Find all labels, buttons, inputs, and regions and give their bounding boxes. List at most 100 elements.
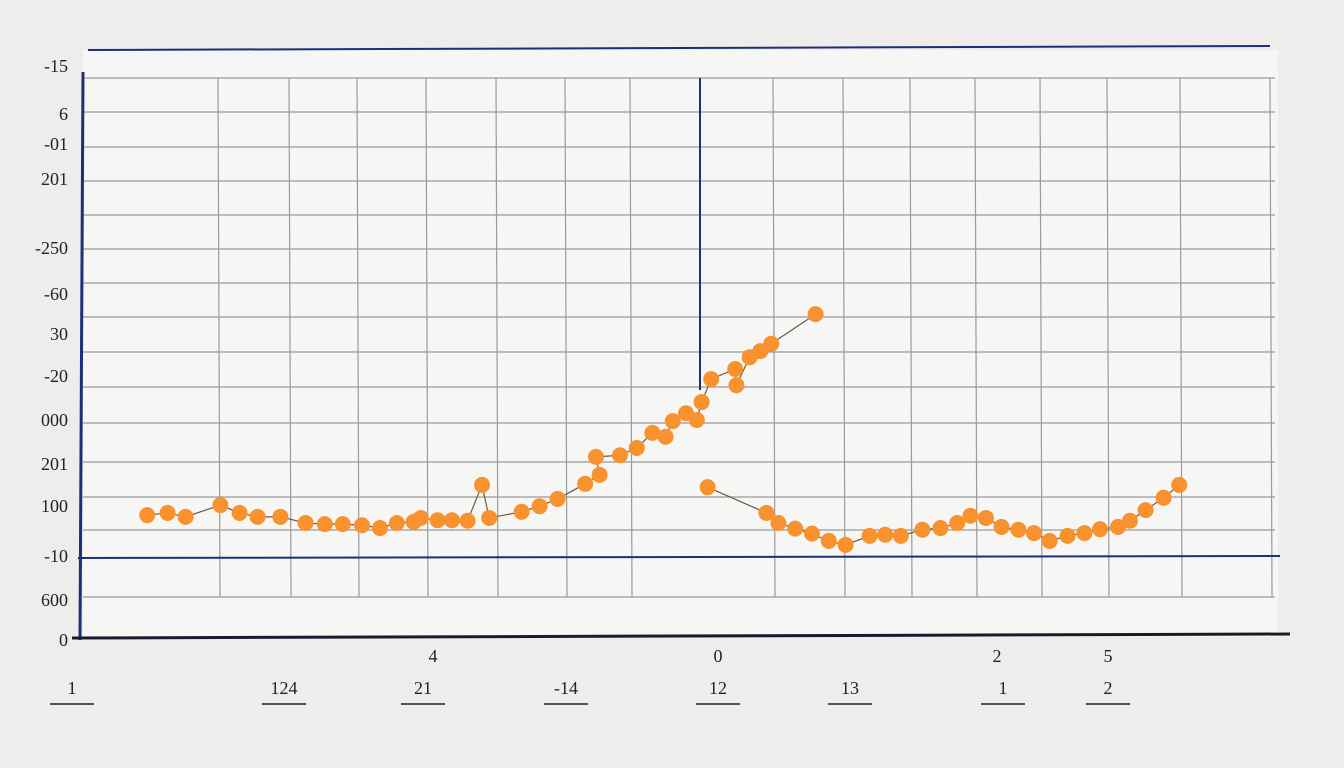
point xyxy=(1110,518,1126,535)
point xyxy=(688,411,705,428)
point xyxy=(763,335,780,352)
grid-line xyxy=(974,77,978,598)
point xyxy=(770,515,787,531)
point xyxy=(159,504,176,521)
x-mark: 5 xyxy=(1104,646,1113,666)
x-label: 12 xyxy=(709,678,727,698)
point xyxy=(703,371,720,388)
y-label: 100 xyxy=(41,496,68,516)
point xyxy=(914,521,931,538)
grid xyxy=(83,77,1275,598)
x-label: 1 xyxy=(68,678,77,698)
y-label: 0 xyxy=(59,630,68,650)
blue-line xyxy=(77,555,1281,559)
point xyxy=(513,503,530,520)
point xyxy=(591,466,608,483)
y-label: -15 xyxy=(44,56,68,76)
point xyxy=(231,504,248,521)
grid-line xyxy=(629,77,633,598)
grid-line xyxy=(1039,77,1043,598)
point xyxy=(1041,532,1058,549)
point xyxy=(481,509,498,526)
point xyxy=(978,509,994,526)
y-label: -60 xyxy=(44,284,68,304)
point xyxy=(804,525,820,542)
y-label: 30 xyxy=(50,324,68,344)
grid-line xyxy=(495,77,499,598)
point xyxy=(249,508,266,525)
x-axis xyxy=(71,632,1291,640)
grid-line xyxy=(1106,77,1110,598)
point xyxy=(1137,502,1154,519)
point xyxy=(644,424,661,441)
grid-line xyxy=(1269,77,1273,598)
point xyxy=(139,507,156,524)
grid-line xyxy=(564,77,568,598)
point xyxy=(612,447,628,464)
x-label: 1 xyxy=(999,678,1008,698)
x-label: 2 xyxy=(1104,678,1113,698)
point xyxy=(727,361,744,377)
point xyxy=(993,518,1010,535)
point xyxy=(664,413,681,430)
point xyxy=(657,428,674,445)
x-label: 21 xyxy=(414,678,432,698)
x-mark: 0 xyxy=(714,646,723,666)
y-label: -01 xyxy=(44,134,68,154)
point xyxy=(837,536,854,553)
point xyxy=(549,490,566,507)
y-label: -250 xyxy=(35,238,68,258)
y-label: 201 xyxy=(41,169,68,189)
point xyxy=(1010,521,1027,538)
x-label: 124 xyxy=(271,678,298,698)
point xyxy=(212,497,229,514)
grid-line xyxy=(842,77,846,598)
point xyxy=(1122,512,1138,529)
point xyxy=(932,520,949,537)
top-border xyxy=(87,45,1271,51)
y-axis xyxy=(78,71,85,641)
point xyxy=(699,479,716,496)
point xyxy=(334,516,351,533)
point xyxy=(693,394,710,411)
point xyxy=(531,498,548,515)
y-label: 6 xyxy=(59,104,68,124)
point xyxy=(388,515,405,531)
grid-line xyxy=(1179,77,1183,598)
point xyxy=(372,520,388,537)
point xyxy=(429,512,446,529)
point xyxy=(1155,489,1172,506)
x-label: 13 xyxy=(841,678,859,698)
point xyxy=(316,516,333,533)
grid-line xyxy=(425,77,429,598)
point xyxy=(758,504,775,521)
y-label: 600 xyxy=(41,590,68,610)
point xyxy=(877,526,894,543)
grid-line xyxy=(356,77,360,598)
point xyxy=(412,509,429,526)
point xyxy=(861,527,878,544)
x-label: -14 xyxy=(554,678,578,698)
point xyxy=(459,512,476,529)
point xyxy=(728,377,745,394)
y-label: -20 xyxy=(44,366,68,386)
point xyxy=(962,507,979,524)
y-label: -10 xyxy=(44,546,68,566)
point xyxy=(1171,476,1188,493)
point xyxy=(1092,521,1108,538)
point xyxy=(1026,525,1042,542)
point xyxy=(474,476,490,493)
point xyxy=(892,527,909,544)
point xyxy=(787,520,804,537)
point xyxy=(354,517,370,534)
y-label: 201 xyxy=(41,454,68,474)
point xyxy=(444,512,460,529)
point xyxy=(949,515,966,531)
point xyxy=(177,508,194,525)
point xyxy=(272,508,289,525)
point xyxy=(1059,527,1076,544)
grid-line xyxy=(288,77,292,598)
x-mark: 2 xyxy=(993,646,1002,666)
point xyxy=(297,515,314,531)
